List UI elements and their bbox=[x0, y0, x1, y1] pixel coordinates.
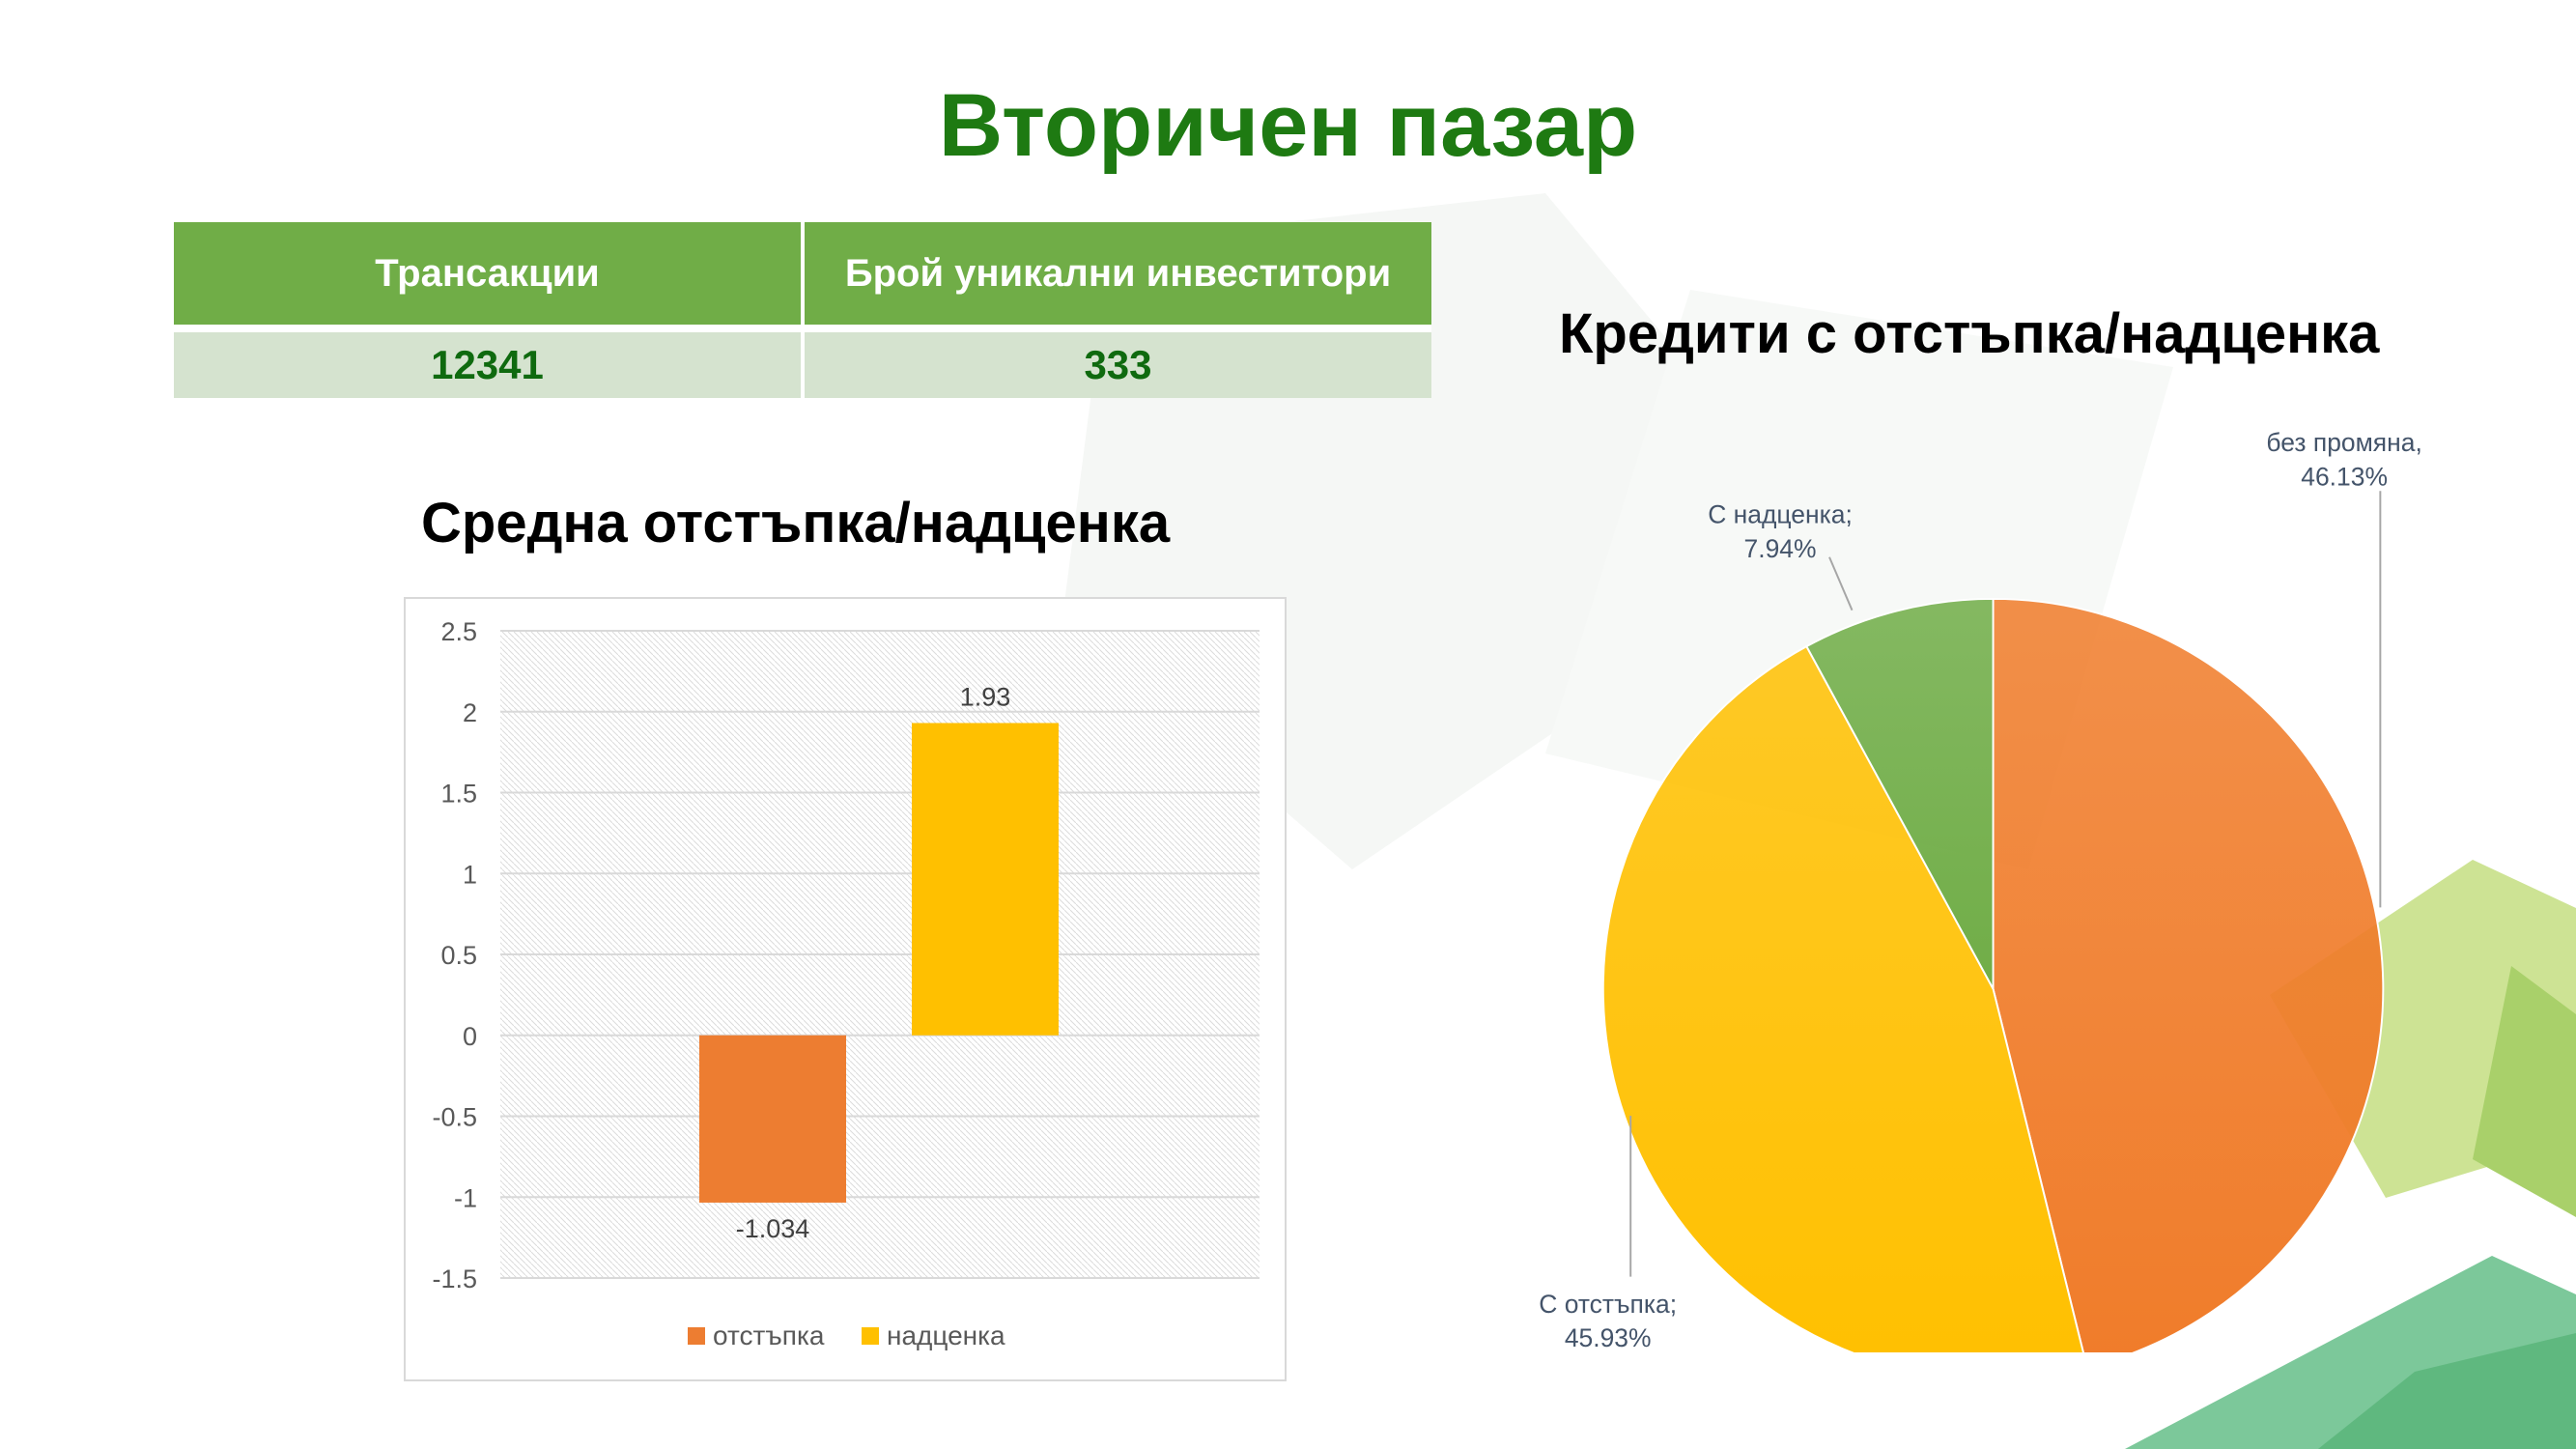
pie-chart-title: Кредити с отстъпка/надценка bbox=[1559, 302, 2380, 365]
y-tick-label: -1.5 bbox=[432, 1264, 477, 1293]
table-row: 12341 333 bbox=[174, 328, 1431, 398]
stats-table: Трансакции Брой уникални инвеститори 123… bbox=[174, 222, 1431, 398]
slice-label-name: С надценка; bbox=[1708, 500, 1853, 529]
value-unique-investors: 333 bbox=[803, 328, 1431, 398]
y-tick-label: -1 bbox=[454, 1183, 477, 1212]
leader-line bbox=[1828, 556, 1854, 611]
bar-chart-title: Средна отстъпка/надценка bbox=[421, 492, 1171, 554]
data-label: -1.034 bbox=[736, 1214, 810, 1243]
legend-swatch bbox=[862, 1327, 879, 1345]
legend-label: отстъпка bbox=[713, 1321, 825, 1350]
data-label: 1.93 bbox=[960, 682, 1011, 711]
y-tick-label: 0 bbox=[463, 1022, 477, 1051]
header-unique-investors: Брой уникални инвеститори bbox=[803, 222, 1431, 332]
slice-label-value: 7.94% bbox=[1744, 534, 1817, 563]
pie-slice-no-change bbox=[1992, 597, 2385, 1352]
value-transactions: 12341 bbox=[174, 328, 805, 398]
pie-slice-premium bbox=[1805, 597, 1995, 990]
slice-label-name: без промяна, bbox=[2266, 428, 2421, 457]
bar-discount bbox=[699, 1035, 846, 1203]
slice-label-value: 45.93% bbox=[1565, 1323, 1652, 1352]
page-title: Вторичен пазар bbox=[938, 76, 1638, 175]
header-transactions: Трансакции bbox=[174, 222, 805, 332]
legend-label: надценка bbox=[887, 1321, 1005, 1350]
pie-chart: без промяна, 46.13% С отстъпка; 45.93% С над… bbox=[1539, 428, 2422, 1352]
y-tick-label: 1 bbox=[463, 860, 477, 889]
y-tick-label: 2 bbox=[463, 698, 477, 727]
legend-swatch bbox=[688, 1327, 705, 1345]
bar-chart: 2.5 2 1.5 1 0.5 0 -0.5 -1 -1.5 -1.034 1.93 отстъпка… bbox=[432, 617, 1260, 1350]
y-tick-label: 0.5 bbox=[440, 941, 477, 970]
slice-label-value: 46.13% bbox=[2301, 462, 2388, 491]
y-tick-label: 1.5 bbox=[440, 780, 477, 809]
slice-label-name: С отстъпка; bbox=[1539, 1290, 1677, 1319]
bar-premium bbox=[912, 723, 1059, 1036]
y-tick-label: -0.5 bbox=[432, 1103, 477, 1132]
y-tick-label: 2.5 bbox=[440, 617, 477, 646]
